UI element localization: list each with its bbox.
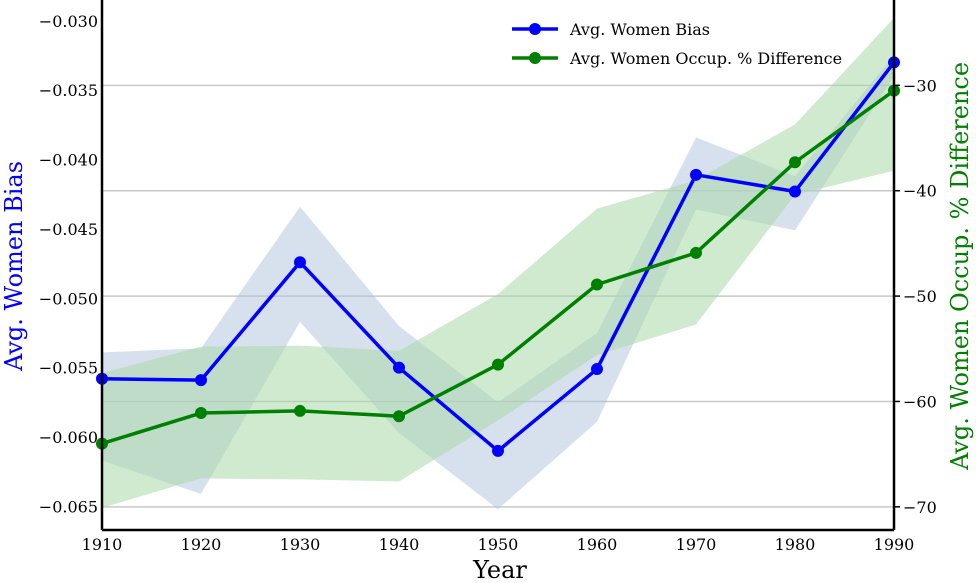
y-left-tick-label: −0.065 — [39, 497, 98, 516]
x-tick-label: 1940 — [379, 535, 420, 554]
legend-label-bias: Avg. Women Bias — [569, 20, 710, 39]
y-left-tick-label: −0.055 — [39, 359, 98, 378]
y-right-tick-label: −70 — [903, 498, 937, 517]
x-tick-label: 1950 — [478, 535, 519, 554]
data-point-occup — [690, 246, 702, 259]
data-point-occup — [492, 358, 504, 371]
data-point-bias — [591, 363, 603, 376]
data-point-occup — [294, 404, 306, 417]
tick-labels: 1910 1920 1930 1940 1950 1960 1970 1980 1990 −0.0… — [39, 12, 937, 554]
x-tick-label: 1990 — [874, 535, 915, 554]
axes — [100, 0, 896, 532]
y-right-tick-label: −50 — [903, 287, 937, 306]
y-left-tick-label: −0.045 — [39, 220, 98, 239]
legend-marker-occup — [529, 52, 541, 64]
x-tick-label: 1980 — [775, 535, 816, 554]
legend-label-occup: Avg. Women Occup. % Difference — [569, 49, 842, 68]
x-tick-label: 1910 — [82, 535, 123, 554]
y-left-tick-label: −0.035 — [39, 81, 98, 100]
x-tick-label: 1920 — [181, 535, 222, 554]
data-point-occup — [393, 410, 405, 423]
data-point-bias — [294, 256, 306, 269]
y-axis-left-label: Avg. Women Bias — [0, 161, 28, 372]
y-left-tick-label: −0.050 — [39, 289, 98, 308]
confidence-bands — [102, 17, 894, 510]
legend: Avg. Women Bias Avg. Women Occup. % Diff… — [512, 20, 842, 68]
data-point-occup — [789, 156, 801, 169]
y-right-tick-label: −30 — [903, 76, 937, 95]
x-tick-label: 1970 — [676, 535, 717, 554]
legend-marker-bias — [529, 23, 541, 35]
confidence-band-occup — [102, 17, 894, 508]
y-right-tick-label: −40 — [903, 182, 937, 201]
y-axis-right-label: Avg. Women Occup. % Difference — [946, 62, 974, 471]
x-tick-label: 1960 — [577, 535, 618, 554]
data-point-bias — [195, 374, 207, 387]
data-point-bias — [393, 361, 405, 374]
y-left-tick-label: −0.040 — [39, 151, 98, 170]
data-point-bias — [789, 185, 801, 198]
x-tick-label: 1930 — [280, 535, 321, 554]
data-point-bias — [492, 444, 504, 457]
data-point-occup — [195, 407, 207, 420]
y-left-tick-label: −0.060 — [39, 428, 98, 447]
x-axis-label: Year — [472, 556, 527, 583]
data-point-occup — [591, 278, 603, 291]
data-point-bias — [690, 168, 702, 181]
y-right-tick-label: −60 — [903, 392, 937, 411]
y-left-tick-label: −0.030 — [39, 12, 98, 31]
